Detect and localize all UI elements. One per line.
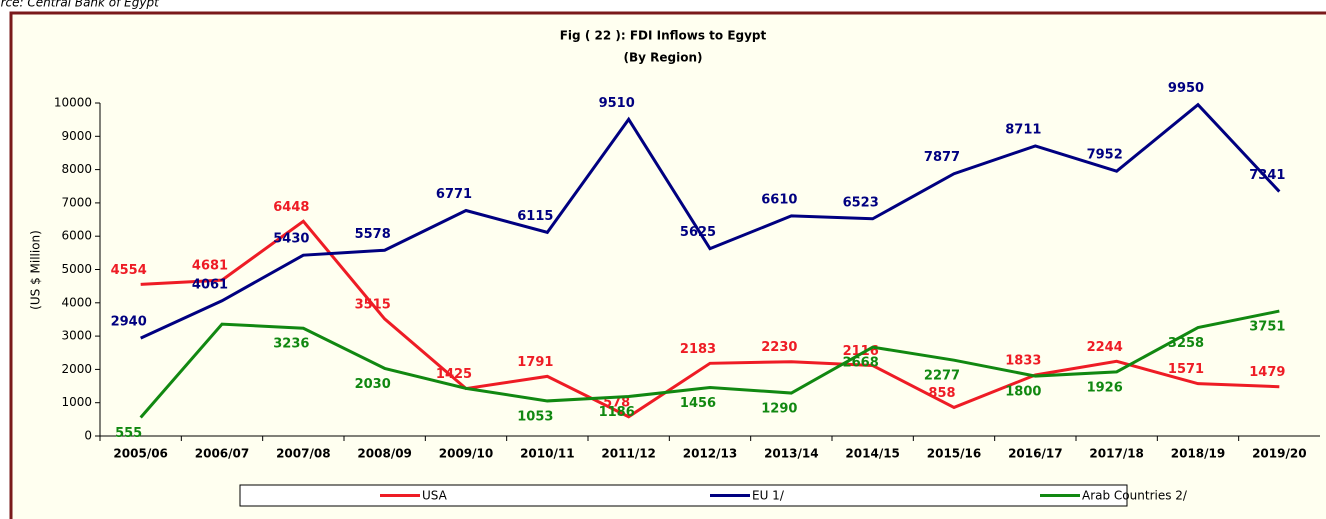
data-label: 3258 <box>1168 336 1204 351</box>
y-tick-label: 10000 <box>54 96 92 110</box>
x-tick-label: 2017/18 <box>1089 447 1143 461</box>
data-label: 9510 <box>599 96 635 111</box>
source: Source: Central Bank of Egypt <box>0 0 160 10</box>
data-label: 2940 <box>111 315 147 330</box>
x-tick-label: 2012/13 <box>683 447 737 461</box>
y-tick-label: 1000 <box>61 395 92 409</box>
data-label: 7341 <box>1249 168 1285 183</box>
data-label: 6115 <box>517 209 553 224</box>
data-label: 2030 <box>355 377 391 392</box>
x-tick-label: 2007/08 <box>276 447 330 461</box>
data-label: 1290 <box>761 402 797 417</box>
data-label: 6523 <box>843 195 879 210</box>
data-label: 1791 <box>517 355 553 370</box>
y-tick-label: 8000 <box>61 162 92 176</box>
data-label: 2244 <box>1087 340 1123 355</box>
x-tick-label: 2013/14 <box>764 447 818 461</box>
data-label: 3751 <box>1249 320 1285 335</box>
x-tick-label: 2015/16 <box>927 447 981 461</box>
data-label: 1053 <box>517 409 553 424</box>
x-tick-label: 2009/10 <box>439 447 493 461</box>
y-tick-label: 6000 <box>61 229 92 243</box>
data-label: 858 <box>928 386 955 401</box>
data-label: 7952 <box>1087 148 1123 163</box>
data-label: 4681 <box>192 259 228 274</box>
data-label: 1479 <box>1249 365 1285 380</box>
y-tick-label: 0 <box>84 429 92 443</box>
chart-title: Fig ( 22 ): FDI Inflows to Egypt <box>560 29 767 43</box>
data-label: 1833 <box>1005 353 1041 368</box>
y-tick-label: 7000 <box>61 195 92 209</box>
x-tick-label: 2008/09 <box>357 447 411 461</box>
x-tick-label: 2010/11 <box>520 447 574 461</box>
chart-subtitle: (By Region) <box>624 51 703 65</box>
data-label: 6771 <box>436 187 472 202</box>
data-label: 4061 <box>192 277 228 292</box>
data-label: 6448 <box>273 200 309 215</box>
data-label: 9950 <box>1168 81 1204 96</box>
data-label: 1425 <box>436 367 472 382</box>
data-label: 1571 <box>1168 362 1204 377</box>
data-label: 6610 <box>761 192 797 207</box>
data-label: 3515 <box>355 297 391 312</box>
legend-box <box>239 484 1128 507</box>
x-tick-label: 2016/17 <box>1008 447 1062 461</box>
x-tick-label: 2006/07 <box>195 447 249 461</box>
data-label: 7877 <box>924 150 960 165</box>
y-tick-label: 4000 <box>61 295 92 309</box>
y-axis-label: (US $ Million) <box>29 230 43 310</box>
data-label: 5578 <box>355 227 391 242</box>
data-label: 555 <box>115 426 142 441</box>
data-label: 2668 <box>843 356 879 371</box>
legend-label: Arab Countries 2/ <box>1082 489 1188 503</box>
data-label: 5430 <box>273 232 309 247</box>
y-tick-label: 9000 <box>61 129 92 143</box>
x-tick-label: 2005/06 <box>113 447 167 461</box>
data-label: 1800 <box>1005 385 1041 400</box>
x-tick-label: 2018/19 <box>1171 447 1225 461</box>
data-label: 4554 <box>111 263 147 278</box>
y-tick-label: 3000 <box>61 329 92 343</box>
series-line <box>139 309 1280 419</box>
data-label: 5625 <box>680 225 716 240</box>
x-tick-label: 2014/15 <box>845 447 899 461</box>
data-label: 1926 <box>1087 380 1123 395</box>
x-tick-label: 2011/12 <box>601 447 655 461</box>
legend-label: EU 1/ <box>752 489 785 503</box>
x-tick-label: 2019/20 <box>1252 447 1306 461</box>
chart-frame <box>9 11 1326 519</box>
data-label: 2277 <box>924 369 960 384</box>
data-label: 2230 <box>761 340 797 355</box>
data-label: 1456 <box>680 396 716 411</box>
legend-label: USA <box>422 489 448 503</box>
data-label: 1186 <box>599 405 635 420</box>
y-tick-label: 2000 <box>61 362 92 376</box>
data-label: 8711 <box>1005 122 1041 137</box>
series-line <box>140 102 1281 340</box>
y-tick-label: 5000 <box>61 262 92 276</box>
data-label: 2183 <box>680 342 716 357</box>
data-label: 3236 <box>273 337 309 352</box>
